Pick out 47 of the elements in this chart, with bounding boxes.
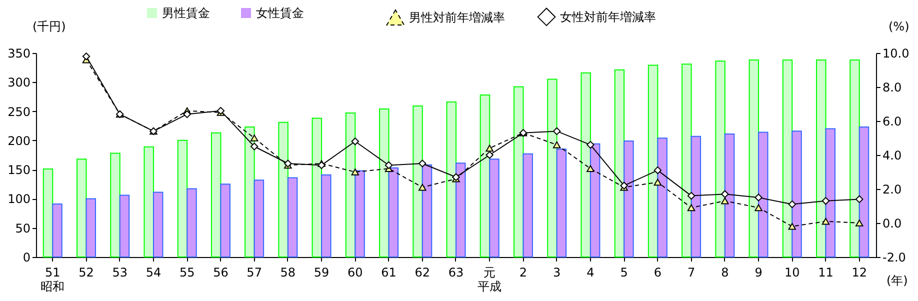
x-tick-label: 51昭和	[40, 266, 65, 294]
x-tick-label: 57	[246, 266, 262, 280]
x-tick-label: 62	[414, 266, 430, 280]
x-tick-label: 10	[784, 266, 800, 280]
x-tick-label: 58	[280, 266, 296, 280]
x-tick-label: 12	[852, 266, 867, 280]
x-tick-label: 53	[112, 266, 128, 280]
y-tick-label: 300	[8, 76, 30, 90]
x-tick-label: 9	[754, 266, 762, 280]
x-tick-label: 63	[448, 266, 464, 280]
x-tick-label: 60	[348, 266, 363, 280]
y-tick-label: 350	[8, 46, 30, 60]
y-tick-label: 0	[22, 250, 30, 264]
y2-tick-label: 2.0	[882, 182, 902, 196]
x-axis-title: (年)	[886, 274, 908, 288]
y2-axis-title: (%)	[888, 20, 910, 34]
y-tick-label: 150	[8, 163, 30, 178]
x-tick-label: 3	[553, 266, 561, 280]
x-tick-label: 59	[314, 266, 330, 280]
y-tick-label: 50	[15, 221, 30, 236]
x-tick-label: 5	[620, 266, 628, 280]
x-tick-label: 元平成	[478, 266, 502, 294]
y2-tick-label: 10.0	[882, 46, 910, 60]
legend-label: 女性賃金	[256, 6, 304, 20]
y-tick-label: 200	[8, 134, 30, 148]
x-tick-label: 55	[179, 266, 195, 280]
x-tick-label: 6	[654, 266, 662, 280]
x-tick-label: 4	[586, 266, 594, 280]
x-tick-label: 61	[381, 266, 396, 280]
x-tick-label: 2	[519, 266, 528, 280]
y-tick-label: 250	[8, 104, 30, 119]
x-tick-label: 56	[213, 266, 228, 280]
legend-label: 男性賃金	[162, 6, 210, 20]
x-tick-label: 54	[146, 266, 162, 280]
x-tick-label: 52	[78, 266, 94, 280]
y2-tick-label: 0.0	[882, 216, 902, 230]
legend-label: 女性対前年増減率	[560, 10, 656, 24]
y2-tick-label: -2.0	[882, 250, 906, 264]
y2-tick-label: 6.0	[882, 114, 902, 128]
legend-label: 男性対前年増減率	[409, 10, 505, 24]
x-tick-label: 11	[818, 266, 834, 280]
y2-tick-label: 4.0	[882, 148, 902, 162]
y2-tick-label: 8.0	[882, 80, 902, 94]
y-tick-label: 100	[8, 192, 30, 206]
y-axis-title: (千円)	[32, 20, 66, 34]
x-tick-label: 7	[687, 266, 696, 280]
x-tick-label: 8	[721, 266, 729, 280]
